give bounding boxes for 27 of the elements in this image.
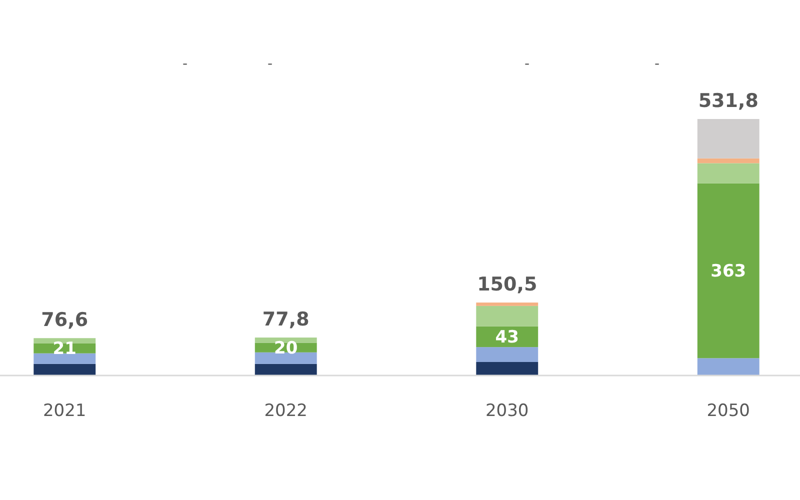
bar <box>476 347 538 362</box>
x-tick-label: 2050 <box>706 401 750 421</box>
bar <box>254 352 317 364</box>
bar <box>476 362 538 375</box>
x-tick-label: 2022 <box>264 401 308 421</box>
bar <box>34 353 96 364</box>
total-label: 76,6 <box>41 309 88 332</box>
text: - <box>182 56 188 72</box>
total-label: 150,5 <box>477 274 538 296</box>
bar <box>697 163 760 184</box>
data-label: 43 <box>495 328 519 348</box>
text: - <box>654 56 660 72</box>
data-label: 363 <box>710 262 746 282</box>
total-label: 531,8 <box>698 90 758 112</box>
x-tick-label: 2021 <box>42 401 86 421</box>
bar <box>34 364 96 375</box>
bar <box>697 358 760 375</box>
x-tick-label: 2030 <box>485 401 529 421</box>
bar <box>697 119 760 158</box>
bar <box>476 302 538 306</box>
bar <box>697 158 760 164</box>
text: - <box>267 56 273 72</box>
total-label: 77,8 <box>262 308 310 331</box>
bar <box>697 183 760 358</box>
text: - <box>524 56 530 72</box>
bar <box>254 364 317 375</box>
bar <box>476 306 538 326</box>
